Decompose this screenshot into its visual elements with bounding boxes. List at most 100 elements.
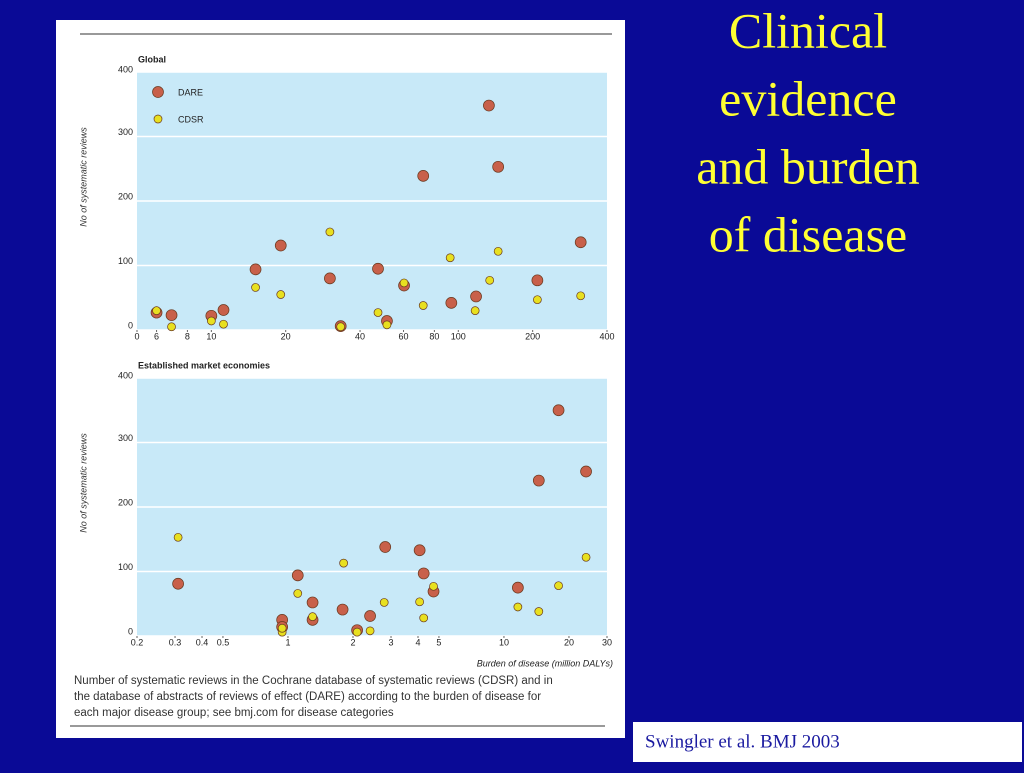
y-tick-label: 300 <box>118 127 133 137</box>
y-tick-label: 200 <box>118 191 133 201</box>
point <box>308 612 317 622</box>
point <box>364 610 376 622</box>
legend-marker <box>153 114 163 124</box>
x-tick-label: 0.2 <box>131 637 144 647</box>
point <box>580 465 592 478</box>
point <box>277 623 287 633</box>
chart-title: Global <box>138 54 166 64</box>
slide-title: Clinical <box>729 2 887 58</box>
point <box>167 322 176 332</box>
slide-title: and burden <box>696 138 920 194</box>
point <box>492 160 505 173</box>
point <box>574 236 587 249</box>
point <box>554 581 563 591</box>
y-tick-label: 400 <box>118 370 133 380</box>
x-tick-label: 6 <box>154 331 159 341</box>
point <box>336 603 349 616</box>
slide-title: evidence <box>719 70 897 126</box>
point <box>429 581 438 591</box>
x-tick-label: 100 <box>451 331 466 341</box>
point <box>152 306 161 315</box>
x-tick-label: 3 <box>389 637 394 647</box>
chart-title: Established market economies <box>138 360 270 370</box>
point <box>325 227 335 237</box>
x-tick-label: 0 <box>134 331 139 341</box>
point <box>512 581 524 594</box>
point <box>581 552 591 562</box>
citation-box <box>633 722 1022 762</box>
slide-title: of disease <box>709 206 908 262</box>
x-tick-label: 80 <box>429 331 439 341</box>
legend-label: DARE <box>178 87 203 97</box>
point <box>173 532 183 542</box>
y-tick-label: 0 <box>128 626 133 636</box>
x-tick-label: 2 <box>350 637 355 647</box>
point <box>417 567 430 580</box>
x-tick-label: 20 <box>564 637 574 647</box>
point <box>493 246 503 256</box>
point <box>274 239 287 252</box>
x-tick-label: 1 <box>285 637 290 647</box>
x-tick-label: 10 <box>499 637 509 647</box>
point <box>445 253 455 263</box>
point <box>418 301 428 310</box>
x-tick-label: 5 <box>436 637 441 647</box>
point <box>534 607 544 616</box>
point <box>413 544 426 557</box>
point <box>339 558 348 568</box>
x-tick-label: 0.3 <box>169 637 182 647</box>
point <box>379 541 392 553</box>
x-tick-label: 400 <box>599 331 614 341</box>
point <box>470 306 480 315</box>
point <box>379 598 389 607</box>
y-tick-label: 100 <box>118 562 133 572</box>
point <box>336 322 346 332</box>
x-tick-label: 8 <box>185 331 190 341</box>
point <box>206 316 216 326</box>
x-tick-label: 30 <box>602 637 612 647</box>
point <box>372 262 384 275</box>
point <box>306 596 319 609</box>
point <box>419 613 429 623</box>
point <box>415 597 424 607</box>
citation: Swingler et al. BMJ 2003 <box>645 731 840 752</box>
point <box>219 319 228 329</box>
point <box>276 290 286 299</box>
point <box>533 295 542 305</box>
point <box>249 263 262 276</box>
y-axis-label: No of systematic reviews <box>78 127 88 227</box>
point <box>513 602 523 612</box>
point <box>485 275 495 285</box>
point <box>417 169 430 182</box>
point <box>445 297 458 309</box>
point <box>531 274 544 287</box>
point <box>470 290 482 303</box>
y-tick-label: 300 <box>118 433 133 443</box>
point <box>483 99 495 112</box>
point <box>165 309 178 322</box>
legend-label: CDSR <box>178 114 204 124</box>
x-tick-label: 4 <box>415 637 420 647</box>
point <box>365 626 375 636</box>
point <box>324 272 336 285</box>
point <box>293 589 303 598</box>
point <box>373 308 383 317</box>
x-tick-label: 200 <box>525 331 540 341</box>
legend-marker <box>152 86 164 98</box>
x-tick-label: 0.5 <box>217 637 230 647</box>
point <box>552 404 565 417</box>
y-tick-label: 100 <box>118 256 133 266</box>
x-tick-label: 20 <box>281 331 291 341</box>
x-tick-label: 40 <box>355 331 365 341</box>
point <box>352 627 362 637</box>
x-tick-label: 10 <box>206 331 216 341</box>
point <box>532 474 545 487</box>
point <box>576 291 586 301</box>
point <box>172 577 184 590</box>
x-tick-label: 60 <box>399 331 409 341</box>
y-axis-label: No of systematic reviews <box>78 433 88 533</box>
caption: the database of abstracts of reviews of … <box>74 691 541 703</box>
caption: each major disease group; see bmj.com fo… <box>74 707 394 719</box>
point <box>291 569 304 582</box>
